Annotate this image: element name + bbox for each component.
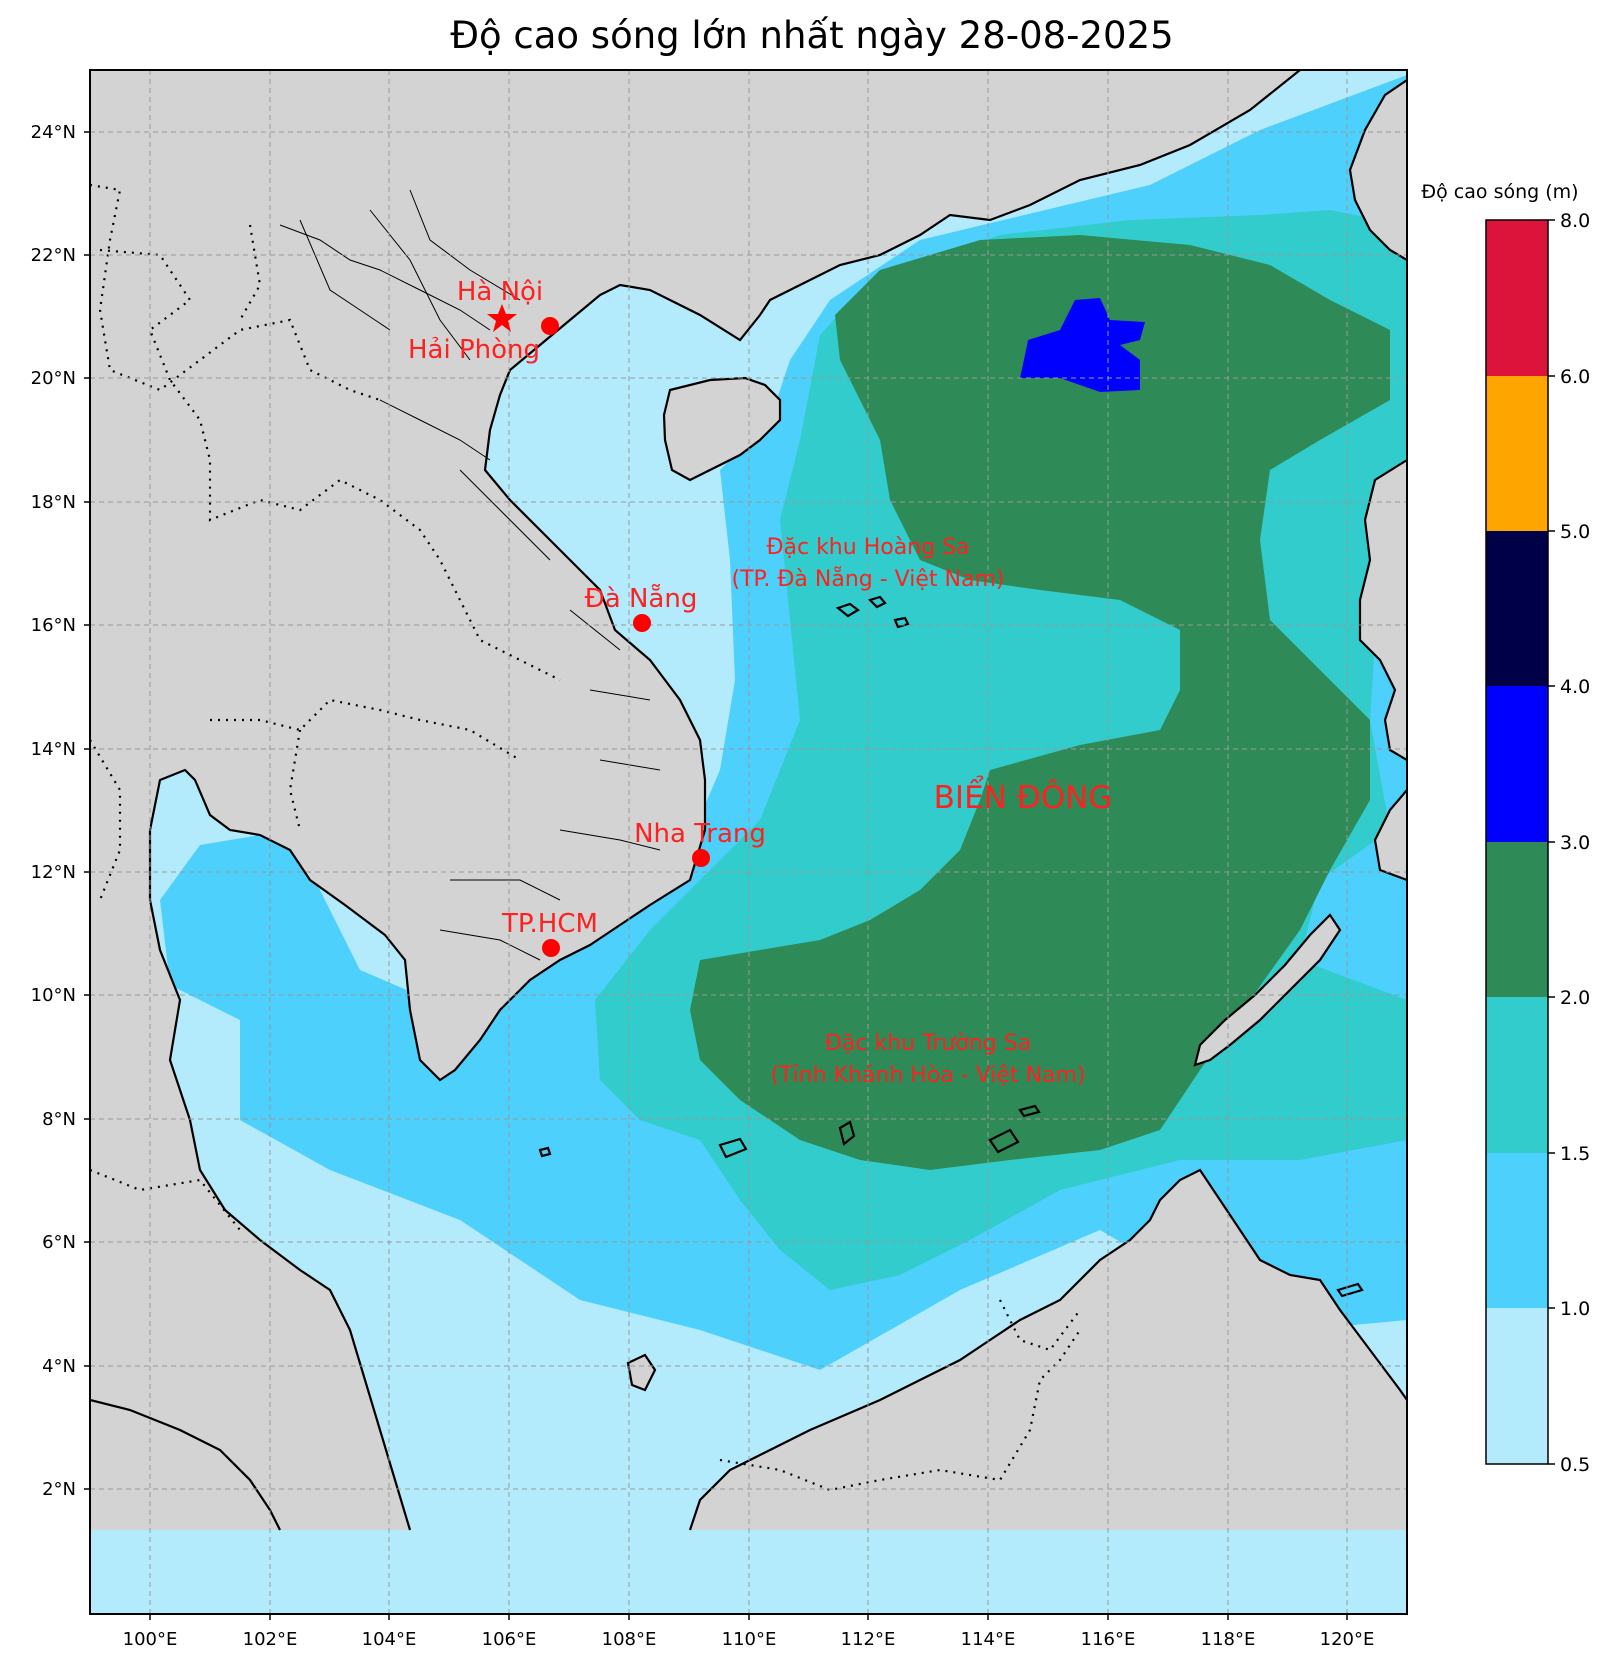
label-hai-phong: Hải Phòng	[408, 335, 540, 365]
colorbar-tick-label: 5.0	[1560, 521, 1590, 543]
label-hoang-sa-1: Đặc khu Hoàng Sa	[766, 535, 969, 560]
label-hoang-sa-2: (TP. Đà Nẵng - Việt Nam)	[732, 566, 1005, 592]
wave-zone-2-0-3-0	[690, 235, 1390, 1170]
lat-tick-label: 24°N	[31, 122, 76, 143]
lat-tick-label: 4°N	[42, 1356, 76, 1377]
lat-tick-label: 6°N	[42, 1232, 76, 1253]
land-luzon	[1360, 460, 1407, 760]
land-hainan	[664, 378, 780, 480]
label-truong-sa-2: (Tỉnh Khánh Hòa - Việt Nam)	[771, 1063, 1086, 1088]
tick-marks	[84, 131, 1348, 1620]
colorbar-segment-0-5-1	[1486, 1308, 1548, 1464]
lat-tick-label: 10°N	[31, 985, 76, 1006]
lon-tick-label: 102°E	[243, 1629, 298, 1650]
da-nang-marker	[633, 614, 651, 632]
ha-noi-star-icon	[487, 304, 517, 332]
lon-tick-label: 108°E	[602, 1629, 657, 1650]
land-palawan	[1195, 915, 1340, 1065]
coastline	[90, 70, 1407, 1531]
lon-tick-label: 104°E	[362, 1629, 417, 1650]
label-truong-sa-1: Đặc khu Trường Sa	[825, 1031, 1031, 1056]
map-plot-area: Hà Nội Hải Phòng Đà Nẵng Nha Trang TP.HC…	[90, 70, 1407, 1614]
colorbar-segment-3-4	[1486, 686, 1548, 842]
label-da-nang: Đà Nẵng	[585, 583, 698, 614]
lat-tick-label: 2°N	[42, 1479, 76, 1500]
lat-tick-label: 14°N	[31, 739, 76, 760]
label-nha-trang: Nha Trang	[634, 819, 766, 849]
label-tphcm: TP.HCM	[501, 909, 598, 939]
colorbar-tick-label: 4.0	[1560, 676, 1590, 698]
national-borders	[90, 183, 1081, 1492]
land-taiwan	[1350, 80, 1407, 260]
land-malay	[90, 1400, 280, 1530]
lon-tick-label: 112°E	[841, 1629, 896, 1650]
lon-tick-label: 114°E	[961, 1629, 1016, 1650]
label-ha-noi: Hà Nội	[457, 277, 543, 307]
wave-zone-3-0-4-0	[1020, 298, 1145, 392]
lat-tick-label: 12°N	[31, 862, 76, 883]
nha-trang-marker	[692, 849, 710, 867]
lat-tick-label: 22°N	[31, 245, 76, 266]
label-bien-dong: BIỂN ĐÔNG	[934, 775, 1113, 816]
colorbar-tick-label: 2.0	[1560, 987, 1590, 1009]
lon-tick-label: 120°E	[1320, 1629, 1375, 1650]
city-markers	[487, 304, 710, 957]
lon-tick-label: 116°E	[1081, 1629, 1136, 1650]
lon-tick-label: 110°E	[722, 1629, 777, 1650]
colorbar-segment-2-3	[1486, 842, 1548, 997]
colorbar-tick-label: 6.0	[1560, 366, 1590, 388]
lat-tick-label: 20°N	[31, 368, 76, 389]
lat-axis-labels: 24°N 22°N 20°N 18°N 16°N 14°N 12°N 10°N …	[31, 122, 76, 1500]
colorbar-segment-1-1-5	[1486, 1153, 1548, 1308]
colorbar: Độ cao sóng (m) 8.0 6.0 5.0 4.0 3.0 2.0 …	[1421, 181, 1590, 1476]
land-mindoro	[1375, 790, 1407, 880]
lat-tick-label: 16°N	[31, 615, 76, 636]
lon-tick-label: 100°E	[123, 1629, 178, 1650]
land-china	[90, 70, 1300, 1530]
lon-tick-label: 106°E	[482, 1629, 537, 1650]
colorbar-tick-label: 3.0	[1560, 832, 1590, 854]
map-title: Độ cao sóng lớn nhất ngày 28-08-2025	[450, 14, 1174, 57]
hai-phong-marker	[541, 317, 559, 335]
tphcm-marker	[542, 939, 560, 957]
colorbar-segment-6-8	[1486, 220, 1548, 376]
colorbar-tick-label: 8.0	[1560, 210, 1590, 232]
graticule	[90, 70, 1407, 1614]
lon-tick-label: 118°E	[1201, 1629, 1256, 1650]
colorbar-tick-label: 1.5	[1560, 1143, 1590, 1165]
lat-tick-label: 8°N	[42, 1109, 76, 1130]
colorbar-title: Độ cao sóng (m)	[1421, 181, 1578, 203]
lat-tick-label: 18°N	[31, 492, 76, 513]
lon-axis-labels: 100°E 102°E 104°E 106°E 108°E 110°E 112°…	[123, 1629, 1375, 1650]
colorbar-segment-5-6	[1486, 376, 1548, 531]
land-sulawesi	[1350, 1480, 1407, 1530]
colorbar-tick-label: 1.0	[1560, 1298, 1590, 1320]
colorbar-segment-4-5	[1486, 531, 1548, 686]
colorbar-tick-label: 0.5	[1560, 1454, 1590, 1476]
colorbar-segment-1-5-2	[1486, 997, 1548, 1153]
